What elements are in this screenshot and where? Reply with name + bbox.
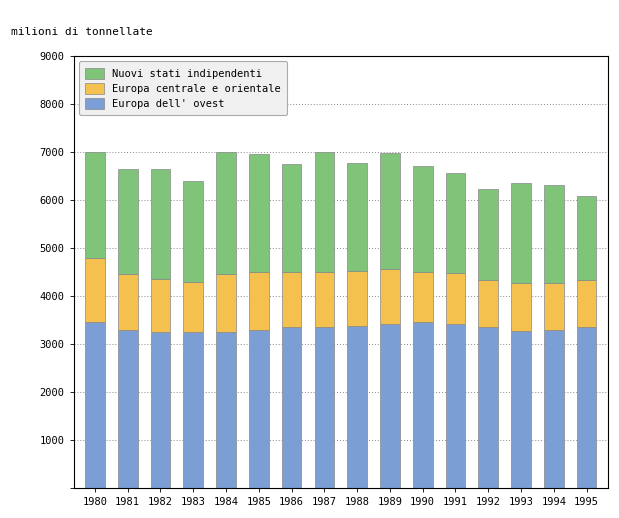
Bar [314, 327, 334, 488]
Bar [347, 163, 367, 270]
Bar [380, 153, 400, 269]
Bar [511, 330, 531, 488]
Bar [118, 275, 137, 329]
Bar [282, 272, 301, 327]
Bar [544, 283, 564, 329]
Bar [150, 169, 170, 279]
Bar [249, 272, 269, 329]
Bar [314, 152, 334, 272]
Bar [446, 324, 465, 488]
Bar [544, 184, 564, 283]
Bar [216, 275, 236, 332]
Bar [478, 189, 498, 280]
Bar [577, 280, 597, 327]
Bar [511, 183, 531, 283]
Bar [511, 283, 531, 330]
Bar [413, 166, 433, 272]
Bar [478, 327, 498, 488]
Legend: Nuovi stati indipendenti, Europa centrale e orientale, Europa dell' ovest: Nuovi stati indipendenti, Europa central… [79, 61, 287, 115]
Bar [380, 324, 400, 488]
Bar [413, 272, 433, 322]
Bar [347, 326, 367, 488]
Bar [150, 332, 170, 488]
Bar [577, 196, 597, 280]
Bar [118, 329, 137, 488]
Bar [577, 327, 597, 488]
Bar [347, 270, 367, 326]
Bar [150, 279, 170, 332]
Bar [282, 327, 301, 488]
Bar [380, 269, 400, 324]
Bar [183, 332, 203, 488]
Bar [85, 152, 105, 257]
Bar [478, 280, 498, 327]
Bar [216, 152, 236, 275]
Bar [413, 322, 433, 488]
Bar [216, 332, 236, 488]
Text: milioni di tonnellate: milioni di tonnellate [11, 26, 153, 37]
Bar [183, 181, 203, 282]
Bar [85, 322, 105, 488]
Bar [249, 154, 269, 272]
Bar [85, 257, 105, 322]
Bar [183, 282, 203, 332]
Bar [314, 272, 334, 327]
Bar [118, 169, 137, 275]
Bar [446, 274, 465, 324]
Bar [544, 329, 564, 488]
Bar [282, 164, 301, 272]
Bar [249, 329, 269, 488]
Bar [446, 172, 465, 274]
